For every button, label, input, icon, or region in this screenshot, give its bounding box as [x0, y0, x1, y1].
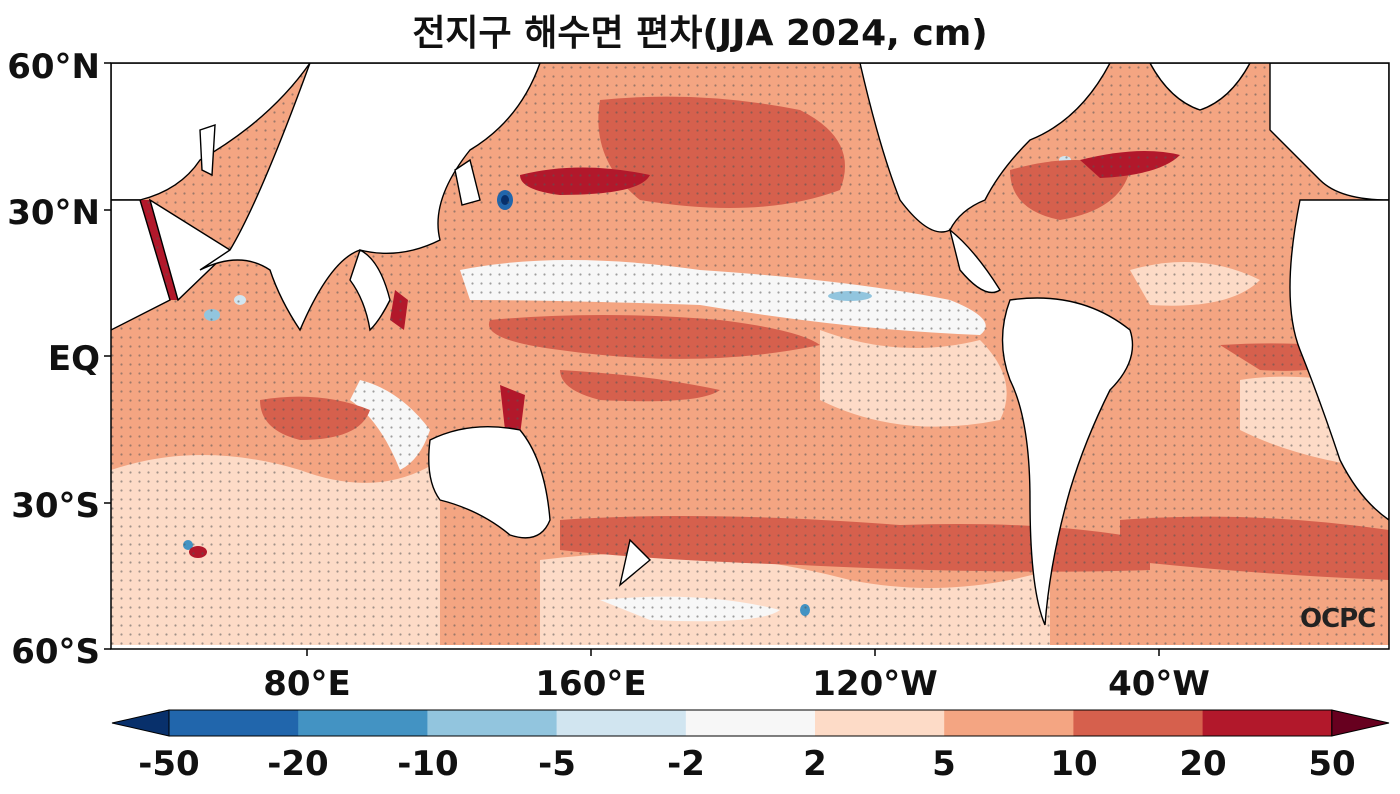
map-title: 전지구 해수면 편차(JJA 2024, cm) [412, 13, 988, 54]
colorbar-label: 2 [803, 744, 827, 784]
colorbar-extend-high [1331, 709, 1390, 737]
colorbar-extend-low [111, 709, 170, 737]
colorbar-label: -50 [138, 744, 200, 784]
colorbar-label: -5 [538, 744, 576, 784]
ocpc-logo: OCPC [1300, 604, 1376, 634]
colorbar-label: -2 [667, 744, 705, 784]
colorbar-swatch [1202, 710, 1333, 736]
colorbar-swatch [944, 710, 1074, 736]
xtick-label: 120°W [812, 664, 938, 704]
colorbar-label: 50 [1308, 744, 1356, 784]
xtick-label: 80°E [263, 664, 351, 704]
ytick-label: 30°S [11, 486, 100, 526]
colorbar-swatch [298, 710, 428, 736]
colorbar-label: 20 [1179, 744, 1227, 784]
colorbar-frame [168, 709, 1333, 737]
colorbar-label: 5 [932, 744, 956, 784]
colorbar-swatch [815, 710, 945, 736]
colorbar-swatch [169, 710, 299, 736]
colorbar-swatch [556, 710, 687, 736]
ytick-label: 60°S [11, 632, 100, 672]
land-masses [111, 63, 1389, 649]
colorbar-swatch [685, 710, 816, 736]
ytick-label: 30°N [7, 193, 100, 233]
xtick-label: 40°W [1108, 664, 1210, 704]
colorbar [111, 709, 1390, 737]
ytick-label: EQ [47, 339, 100, 379]
ytick-label: 60°N [7, 47, 100, 87]
colorbar-swatch [427, 710, 558, 736]
colorbar-label: -20 [267, 744, 329, 784]
colorbar-label: -10 [397, 744, 459, 784]
sea-level-anomaly-field [111, 63, 1389, 649]
xtick-label: 160°E [535, 664, 647, 704]
colorbar-swatch [1073, 710, 1204, 736]
colorbar-label: 10 [1050, 744, 1098, 784]
axis-ticks [104, 62, 1160, 656]
